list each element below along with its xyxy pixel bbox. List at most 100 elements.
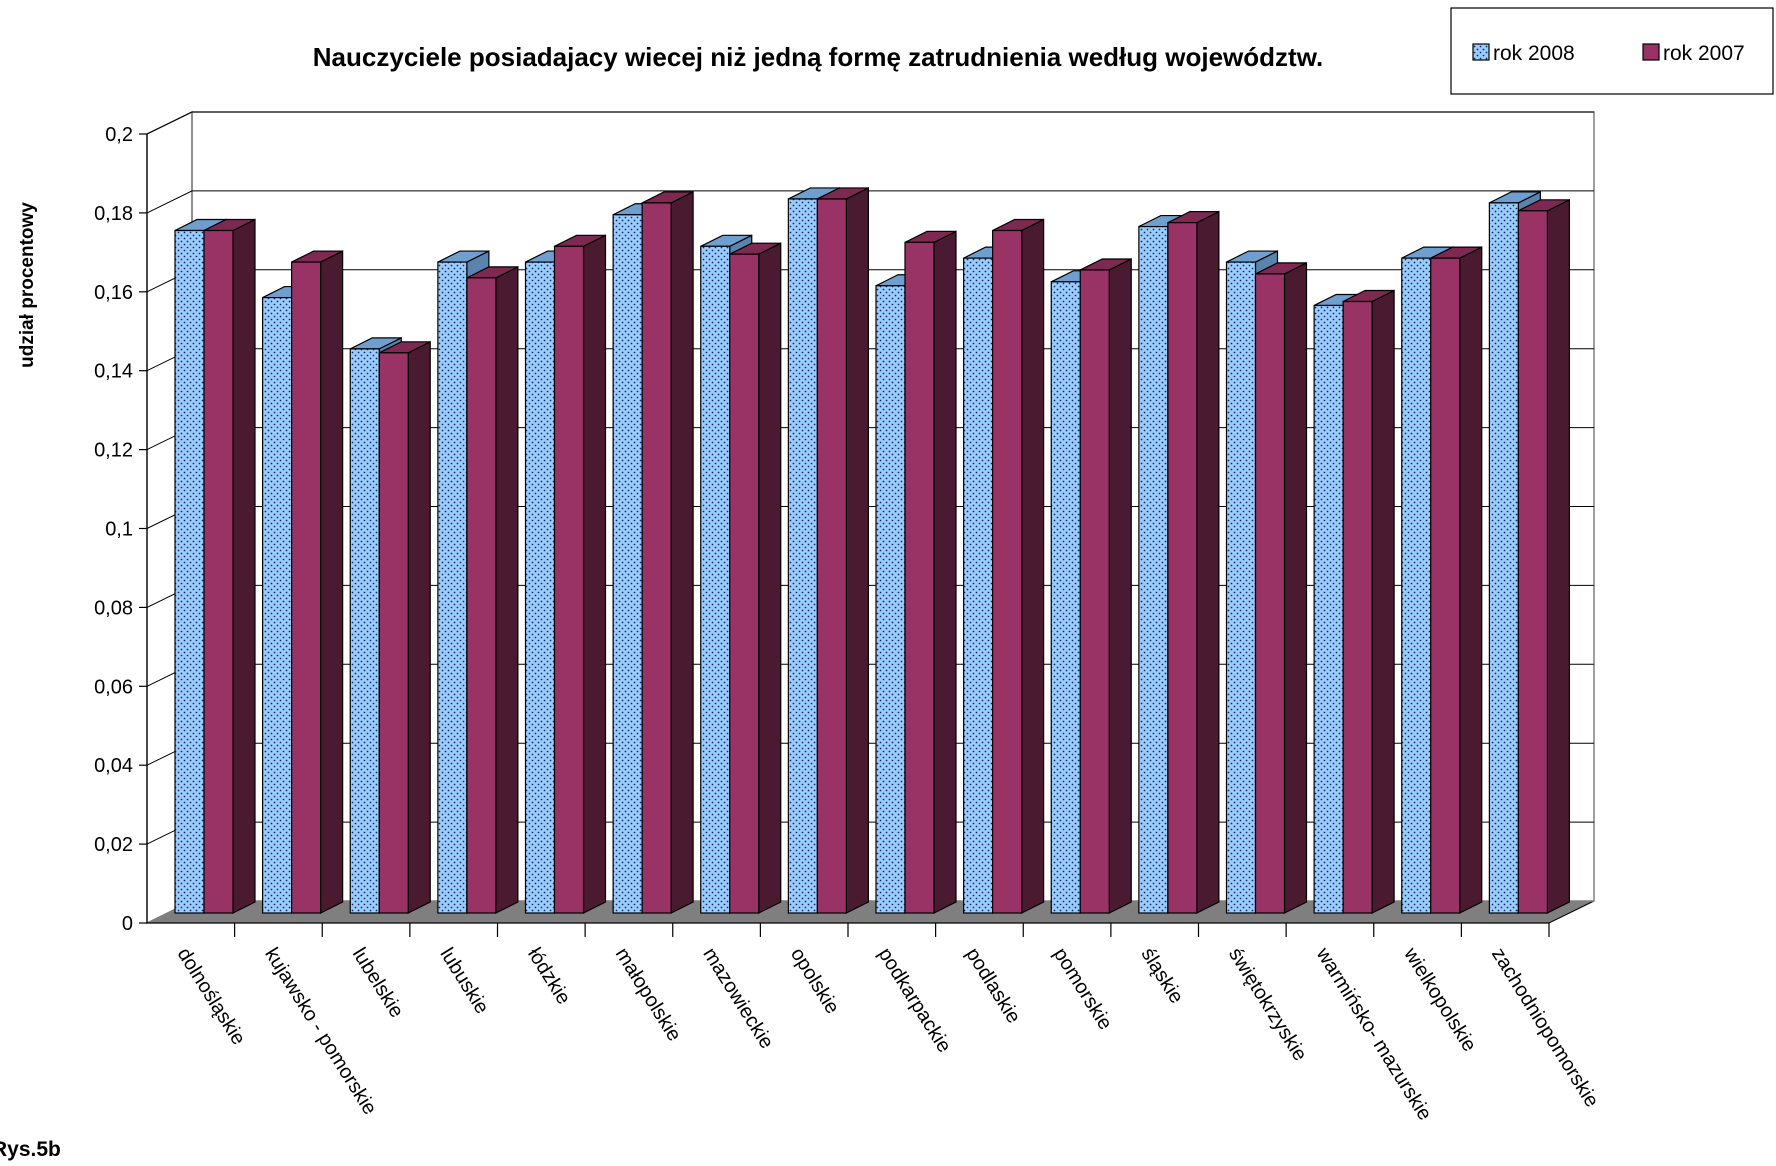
bar-rok-2007-6 — [729, 242, 782, 914]
bar-rok-2007-11 — [1167, 210, 1220, 914]
x-tick-label-15: zachodniopomorskie — [1487, 944, 1603, 1111]
y-tick-label: 0,12 — [94, 440, 133, 462]
legend: rok 2008 rok 2007 — [1450, 7, 1774, 95]
bar-front — [1254, 273, 1286, 914]
x-tick-labels: dolnośląskie kujawsko - pomorskielubelski… — [173, 943, 1603, 1124]
bar-rok-2007-7 — [816, 186, 869, 914]
bar-front — [262, 296, 293, 914]
bar-side — [845, 186, 869, 914]
bars — [174, 186, 1570, 914]
bar-front — [816, 198, 847, 914]
bar-front — [729, 253, 760, 914]
x-tick-label-10: pomorskie — [1049, 944, 1117, 1034]
bar-front — [466, 277, 497, 914]
bar-rok-2007-1 — [291, 250, 344, 914]
gridline — [146, 269, 1594, 293]
bar-rok-2007-14 — [1430, 246, 1483, 914]
x-tick-label-3: lubuskie — [435, 944, 493, 1018]
bar-front — [1517, 210, 1548, 914]
bar-front — [1313, 304, 1344, 914]
bar-rok-2008-14 — [1401, 246, 1454, 914]
bar-side — [1371, 289, 1395, 914]
y-tick-label: 0,1 — [105, 519, 133, 541]
bar-side — [1283, 261, 1308, 914]
bar-front — [1401, 257, 1432, 914]
bar-side — [1021, 218, 1045, 914]
y-tick-label: 0,2 — [105, 124, 133, 146]
bar-front — [1225, 261, 1257, 914]
bar-front — [787, 198, 818, 914]
x-tick-label-8: podkarpackie — [874, 944, 956, 1057]
y-tick-label: 0,08 — [94, 597, 133, 619]
x-tick-label-5: małopolskie — [611, 944, 686, 1045]
x-tick-label-11: śląskie — [1136, 944, 1187, 1008]
bar-front — [641, 202, 672, 914]
bar-side — [670, 190, 694, 914]
x-tick-label-0: dolnośląskie — [173, 944, 250, 1049]
gridline — [146, 190, 1594, 214]
axes — [139, 133, 1550, 937]
bar-front — [553, 245, 585, 914]
bar-side — [933, 230, 957, 914]
bar-front — [524, 261, 556, 914]
y-tick-label: 0,16 — [94, 282, 133, 304]
bar-side — [1546, 198, 1570, 914]
x-tick-label-9: podlaskie — [961, 944, 1024, 1027]
bar-front — [291, 261, 322, 914]
x-tick-label-7: opolskie — [786, 944, 844, 1018]
y-tick-label: 0 — [122, 913, 133, 935]
bar-side — [1108, 257, 1132, 914]
bar-front — [992, 229, 1023, 914]
bar-front — [1430, 257, 1461, 914]
bar-rok-2007-9 — [992, 218, 1045, 914]
x-tick-label-12: świętokrzyskie — [1224, 944, 1311, 1065]
bar-rok-2007-10 — [1079, 257, 1132, 914]
legend-swatch-2008 — [1472, 43, 1490, 61]
x-tick-label-6: mazowieckie — [698, 944, 777, 1053]
bar-side — [232, 218, 256, 914]
bar-side — [1459, 246, 1483, 914]
legend-box — [1450, 7, 1774, 95]
bar-front — [1167, 222, 1198, 914]
bar-side — [1196, 210, 1220, 914]
bar-rok-2007-13 — [1342, 289, 1395, 914]
bar-front — [349, 348, 380, 914]
x-tick-label-14: wielkopolskie — [1399, 943, 1481, 1055]
bar-front — [1342, 300, 1373, 914]
y-tick-label: 0,06 — [94, 676, 133, 698]
legend-label-2008: rok 2008 — [1493, 42, 1575, 65]
legend-label-2007: rok 2007 — [1663, 42, 1745, 65]
bar-rok-2007-2 — [378, 340, 431, 914]
x-tick-label-2: lubelskie — [348, 944, 408, 1022]
bar-front — [875, 285, 906, 914]
bar-rok-2007-12 — [1254, 261, 1308, 914]
y-tick-label: 0,14 — [94, 361, 133, 383]
y-tick-labels: 0 0,02 0,04 0,06 0,08 0,1 0,12 0,14 0,16 0,18 0,2 — [94, 124, 133, 935]
y-tick-label: 0,18 — [94, 203, 133, 225]
bar-front — [700, 245, 731, 914]
bar-side — [320, 250, 344, 914]
bar-side — [407, 340, 431, 914]
y-axis-label: udział procentowy — [17, 202, 38, 368]
gridline — [146, 111, 1594, 135]
bar-front — [1079, 269, 1110, 914]
bar-front — [174, 229, 205, 914]
bar-front — [612, 214, 643, 914]
bar-rok-2007-4 — [553, 234, 607, 914]
y-tick-label: 0,02 — [94, 834, 133, 856]
figure-caption: Rys.5b — [0, 1138, 61, 1161]
bar-rok-2007-5 — [641, 190, 694, 914]
bar-rok-2007-8 — [904, 230, 957, 914]
bar-side — [758, 242, 782, 914]
bar-front — [963, 257, 994, 914]
bar-rok-2007-0 — [203, 218, 256, 914]
bar-front — [1138, 225, 1169, 914]
x-tick-label-4: łódzkie — [523, 944, 575, 1008]
bar-rok-2007-3 — [466, 265, 519, 914]
bar-front — [904, 241, 935, 914]
chart-title: Nauczyciele posiadajacy wiecej niż jedną… — [313, 42, 1323, 72]
y-tick-label: 0,04 — [94, 755, 133, 777]
bar-rok-2007-15 — [1517, 198, 1570, 914]
bar-side — [495, 265, 519, 914]
